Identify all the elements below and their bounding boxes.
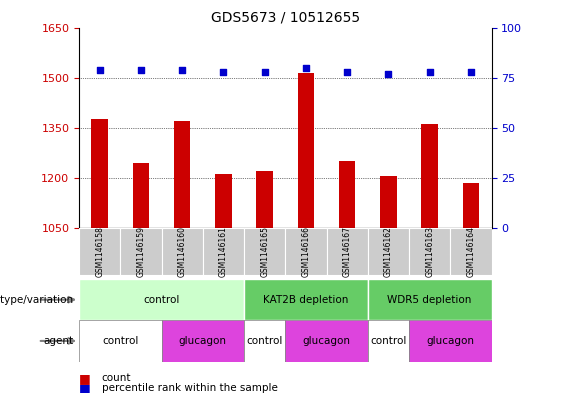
Bar (120, 228, 162, 275)
Bar (79, 320, 162, 362)
Title: GDS5673 / 10512655: GDS5673 / 10512655 (211, 11, 360, 25)
Point (260, 68, 270, 75)
Text: GSM1146159: GSM1146159 (137, 226, 145, 277)
Bar (92, 119, 108, 228)
Text: ■: ■ (79, 382, 91, 393)
Point (425, 68, 434, 75)
Text: WDR5 depletion: WDR5 depletion (388, 295, 472, 305)
Bar (409, 320, 492, 362)
Text: GSM1146163: GSM1146163 (425, 226, 434, 277)
Text: control: control (144, 295, 180, 305)
Bar (203, 228, 244, 275)
Point (219, 68, 228, 75)
Bar (380, 176, 397, 228)
Bar (162, 228, 203, 275)
Text: control: control (102, 336, 138, 346)
Bar (285, 320, 368, 362)
Point (342, 68, 351, 75)
Bar (421, 124, 438, 228)
Point (137, 66, 146, 73)
Bar (450, 228, 492, 275)
Text: control: control (246, 336, 283, 346)
Bar (327, 228, 368, 275)
Point (302, 64, 311, 71)
Text: GSM1146161: GSM1146161 (219, 226, 228, 277)
Text: GSM1146160: GSM1146160 (178, 226, 186, 277)
Bar (133, 163, 149, 228)
Bar (79, 279, 244, 320)
Bar (257, 171, 273, 228)
Bar (244, 279, 368, 320)
Bar (174, 121, 190, 228)
Text: GSM1146166: GSM1146166 (302, 226, 310, 277)
Text: control: control (370, 336, 407, 346)
Bar (368, 320, 409, 362)
Bar (298, 73, 314, 228)
Bar (244, 228, 285, 275)
Text: count: count (102, 373, 131, 383)
Bar (244, 320, 285, 362)
Text: glucagon: glucagon (179, 336, 227, 346)
Text: percentile rank within the sample: percentile rank within the sample (102, 383, 277, 393)
Text: GSM1146164: GSM1146164 (467, 226, 475, 277)
Bar (285, 228, 327, 275)
Bar (463, 183, 479, 228)
Text: agent: agent (44, 336, 73, 346)
Bar (368, 228, 409, 275)
Bar (215, 174, 232, 228)
Text: GSM1146167: GSM1146167 (343, 226, 351, 277)
Point (178, 66, 187, 73)
Text: glucagon: glucagon (427, 336, 474, 346)
Bar (339, 161, 355, 228)
Text: genotype/variation: genotype/variation (0, 295, 73, 305)
Text: ■: ■ (79, 371, 91, 385)
Text: KAT2B depletion: KAT2B depletion (263, 295, 349, 305)
Text: glucagon: glucagon (303, 336, 350, 346)
Text: GSM1146162: GSM1146162 (384, 226, 393, 277)
Bar (409, 228, 450, 275)
Point (95, 66, 105, 73)
Point (384, 70, 393, 77)
Point (467, 68, 476, 75)
Text: GSM1146158: GSM1146158 (95, 226, 104, 277)
Bar (162, 320, 244, 362)
Bar (368, 279, 492, 320)
Bar (79, 228, 120, 275)
Text: GSM1146165: GSM1146165 (260, 226, 269, 277)
